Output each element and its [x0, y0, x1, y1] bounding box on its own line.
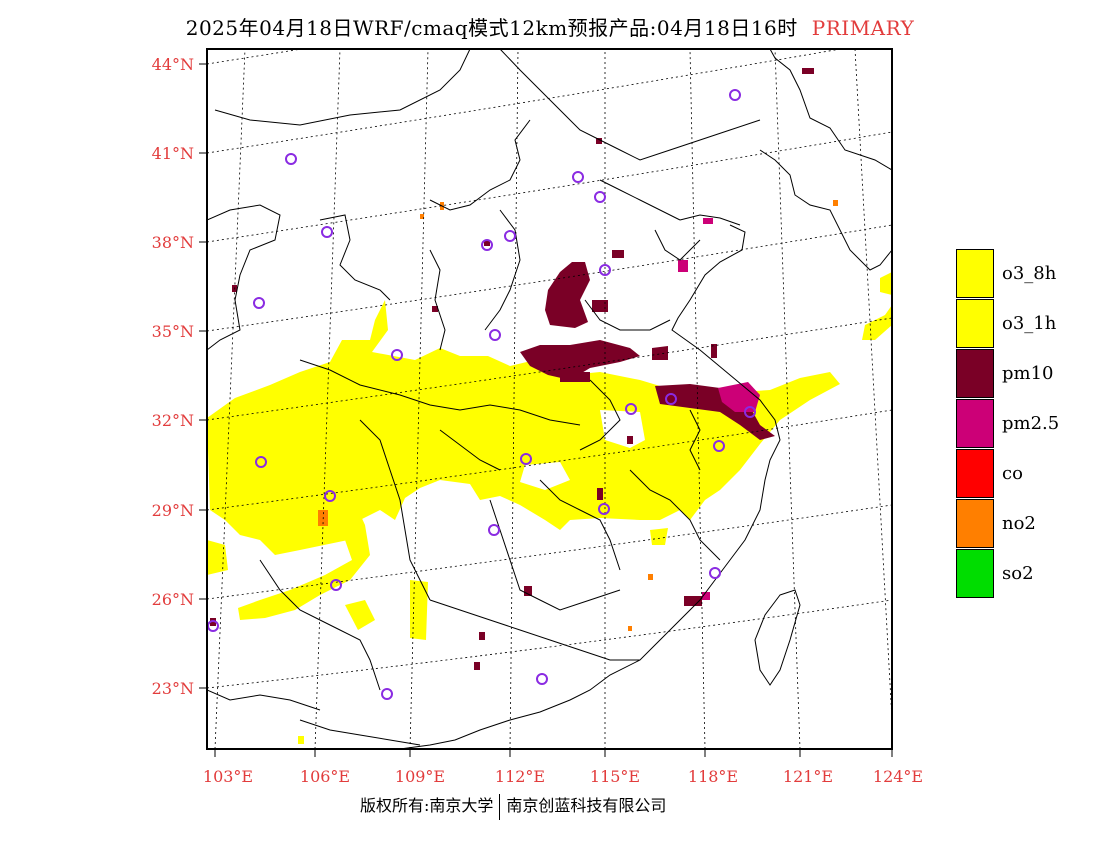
lon-label: 106°E	[300, 767, 350, 786]
legend-label: o3_1h	[1002, 313, 1057, 334]
lat-label: 29°N	[152, 501, 194, 520]
copyright-left: 版权所有:南京大学	[360, 796, 494, 815]
legend-swatch	[956, 299, 994, 348]
legend-label: co	[1002, 463, 1023, 484]
legend-label: pm10	[1002, 363, 1054, 384]
map-title: 2025年04月18日WRF/cmaq模式12km预报产品:04月18日16时 P…	[0, 12, 1100, 41]
lat-label: 35°N	[152, 322, 194, 341]
boundary-lines	[207, 49, 892, 749]
lat-label: 41°N	[152, 144, 194, 163]
pm25-area	[678, 218, 760, 600]
station-markers	[207, 89, 756, 700]
lon-label: 109°E	[395, 767, 445, 786]
copyright-footer: 版权所有:南京大学 南京创蓝科技有限公司	[360, 792, 666, 820]
legend-swatch	[956, 549, 994, 598]
legend-label: o3_8h	[1002, 263, 1057, 284]
lon-label: 112°E	[495, 767, 545, 786]
map-frame	[206, 48, 893, 750]
legend-label: pm2.5	[1002, 413, 1060, 434]
graticule	[207, 49, 892, 749]
copyright-right: 南京创蓝科技有限公司	[506, 796, 667, 815]
lon-label: 118°E	[688, 767, 738, 786]
legend-swatch	[956, 449, 994, 498]
legend-swatch	[956, 499, 994, 548]
lon-label: 121°E	[783, 767, 833, 786]
title-main: 2025年04月18日WRF/cmaq模式12km预报产品:04月18日16时	[185, 16, 798, 40]
legend-label: so2	[1002, 563, 1034, 584]
legend-swatch	[956, 249, 994, 298]
lon-label: 115°E	[590, 767, 640, 786]
legend-swatch	[956, 349, 994, 398]
lat-label: 32°N	[152, 411, 194, 430]
footer-divider	[499, 793, 501, 820]
lat-label: 38°N	[152, 233, 194, 252]
lat-label: 23°N	[152, 679, 194, 698]
title-tag: PRIMARY	[811, 16, 915, 40]
legend-label: no2	[1002, 513, 1036, 534]
lon-label: 103°E	[203, 767, 253, 786]
lon-axis	[214, 749, 893, 757]
lat-label: 26°N	[152, 590, 194, 609]
legend-swatch	[956, 399, 994, 448]
lon-label: 124°E	[873, 767, 923, 786]
o3-area	[207, 272, 892, 744]
lat-label: 44°N	[152, 55, 194, 74]
lat-axis	[199, 63, 207, 689]
